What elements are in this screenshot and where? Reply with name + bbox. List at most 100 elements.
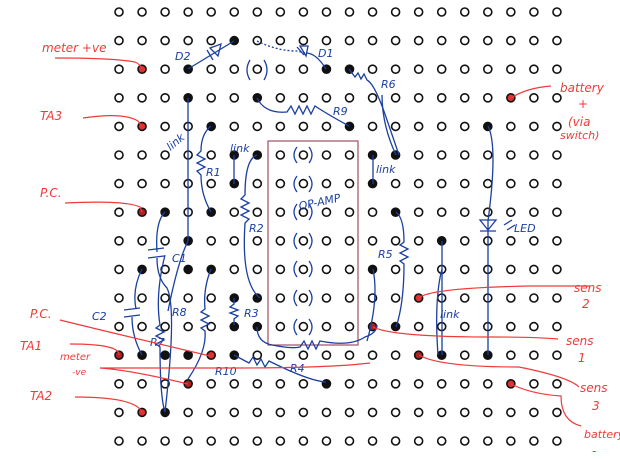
hole	[114, 121, 124, 132]
hole	[298, 236, 309, 246]
hole	[321, 93, 332, 103]
hole	[114, 236, 124, 246]
hole	[252, 207, 263, 217]
hole	[321, 321, 332, 332]
hole	[529, 150, 539, 160]
hole	[390, 178, 401, 189]
hole	[459, 378, 470, 389]
soldered-hole	[506, 378, 516, 389]
soldered-hole	[344, 121, 355, 132]
hole	[298, 7, 309, 17]
hole	[459, 407, 470, 418]
hole	[229, 7, 240, 17]
hole	[321, 121, 332, 132]
hole	[506, 178, 516, 189]
hole	[506, 7, 516, 17]
external-leads	[54, 57, 589, 427]
hole	[160, 35, 170, 46]
hole	[344, 264, 355, 275]
hole	[413, 321, 424, 332]
d2-diode	[187, 40, 235, 70]
hole	[436, 207, 447, 217]
meter-pos-label: meter +ve	[42, 41, 106, 55]
hole	[529, 207, 539, 217]
hole	[160, 236, 170, 246]
hole	[275, 264, 286, 275]
hole	[160, 264, 170, 275]
hole	[552, 150, 562, 160]
hole	[552, 378, 562, 389]
hole	[436, 436, 447, 446]
battery-neg-label-1: battery	[584, 428, 620, 441]
r3-resistor	[228, 298, 240, 325]
hole	[206, 64, 216, 74]
r6-label: R6	[381, 78, 396, 91]
hole	[390, 7, 401, 17]
hole	[552, 178, 562, 189]
hole	[529, 178, 539, 189]
hole	[321, 7, 332, 17]
link-label-3: link	[376, 163, 396, 176]
r5-label: R5	[378, 248, 393, 261]
hole	[160, 436, 170, 446]
r10-label: R10	[215, 365, 237, 378]
hole	[506, 407, 516, 418]
soldered-hole	[137, 121, 147, 132]
hole	[506, 121, 516, 132]
hole	[482, 378, 493, 389]
hole	[482, 150, 493, 160]
hole	[252, 7, 263, 17]
led-label: LED	[514, 222, 536, 235]
hole	[321, 236, 332, 246]
hole	[413, 64, 424, 74]
hole	[436, 121, 447, 132]
hole	[160, 121, 170, 132]
hole	[298, 407, 309, 418]
soldered-hole	[183, 350, 193, 361]
hole	[552, 207, 562, 217]
op-amp-pins	[293, 146, 313, 336]
ta1-label: TA1	[20, 339, 42, 353]
hole	[206, 178, 216, 189]
hole	[367, 207, 378, 217]
hole	[436, 150, 447, 160]
hole	[114, 7, 124, 17]
ta3-label: TA3	[40, 109, 62, 123]
hole	[506, 207, 516, 217]
hole	[390, 35, 401, 46]
hole	[459, 236, 470, 246]
hole	[275, 436, 286, 446]
hole	[459, 293, 470, 303]
soldered-hole	[252, 150, 263, 160]
wiring	[123, 40, 516, 413]
hole	[275, 93, 286, 103]
hole	[506, 436, 516, 446]
hole	[137, 236, 147, 246]
hole	[252, 178, 263, 189]
soldered-hole	[413, 293, 424, 303]
hole	[137, 150, 147, 160]
hole	[275, 293, 286, 303]
hole	[529, 7, 539, 17]
link-wire	[366, 94, 397, 342]
meter-neg-label-2: -ve	[72, 368, 87, 378]
hole	[275, 150, 286, 160]
hole	[413, 207, 424, 217]
hole	[298, 378, 309, 389]
hole	[229, 264, 240, 275]
hole	[367, 350, 378, 361]
hole	[344, 178, 355, 189]
hole	[390, 293, 401, 303]
soldered-hole	[229, 35, 240, 46]
battery-pos-label-2: +	[578, 97, 588, 111]
hole	[436, 178, 447, 189]
hole	[459, 7, 470, 17]
hole	[344, 93, 355, 103]
hole	[367, 236, 378, 246]
hole	[321, 264, 332, 275]
hole	[206, 436, 216, 446]
r5-resistor	[395, 211, 410, 328]
hole	[413, 436, 424, 446]
hole	[275, 121, 286, 132]
hole	[413, 236, 424, 246]
